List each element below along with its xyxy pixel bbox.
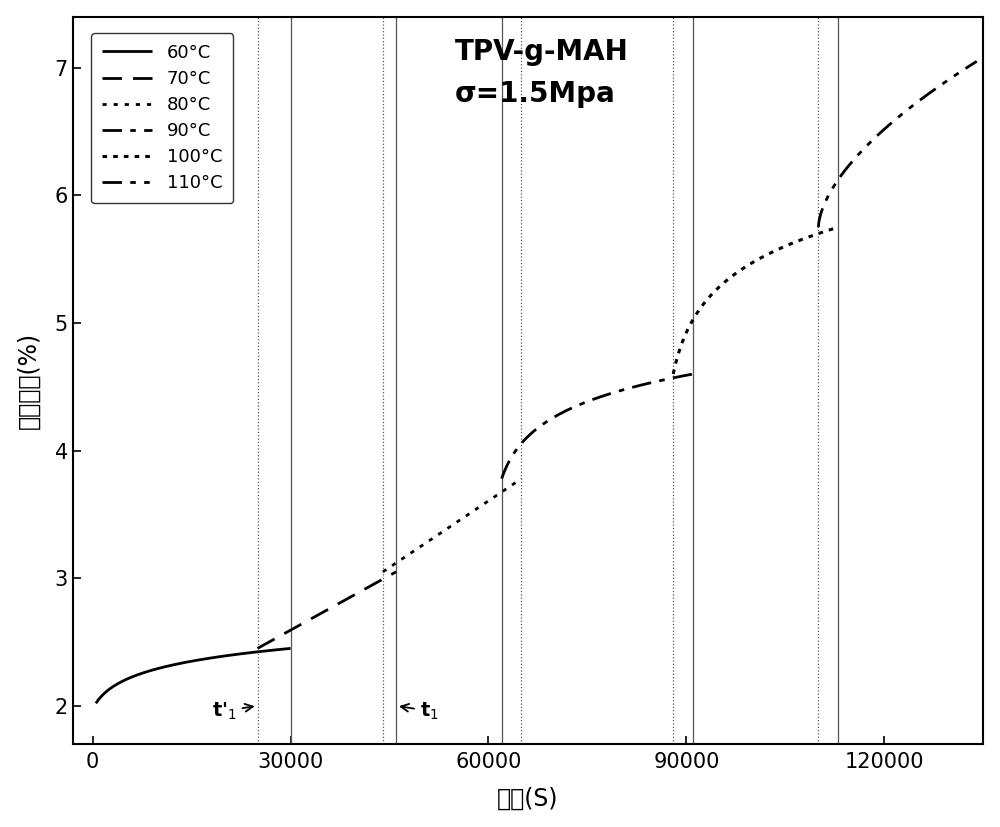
Text: t$_1$: t$_1$ — [401, 700, 439, 722]
Legend: 60°C, 70°C, 80°C, 90°C, 100°C, 110°C: 60°C, 70°C, 80°C, 90°C, 100°C, 110°C — [91, 33, 233, 203]
Text: TPV-g-MAH
σ=1.5Mpa: TPV-g-MAH σ=1.5Mpa — [455, 39, 629, 108]
X-axis label: 时间(S): 时间(S) — [497, 786, 559, 810]
Text: t'$_1$: t'$_1$ — [212, 700, 253, 722]
Y-axis label: 蜀变应变(%): 蜀变应变(%) — [17, 332, 41, 429]
